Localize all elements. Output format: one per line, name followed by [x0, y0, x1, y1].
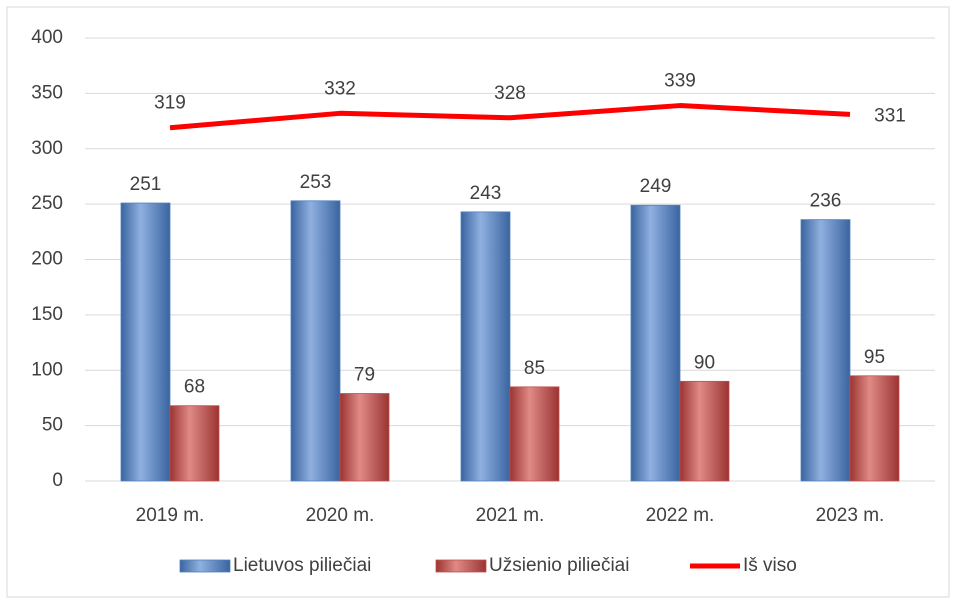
legend-swatch	[179, 559, 231, 573]
y-tick-label: 100	[31, 359, 63, 380]
data-label: 243	[470, 183, 502, 204]
data-label: 253	[300, 172, 332, 193]
bar	[339, 393, 390, 482]
x-tick-label: 2019 m.	[136, 505, 205, 526]
data-label: 249	[640, 176, 672, 197]
bar	[290, 200, 341, 482]
bar	[849, 375, 900, 482]
y-tick-label: 200	[31, 249, 63, 270]
data-label: 332	[324, 78, 356, 99]
y-tick-label: 400	[31, 27, 63, 48]
bar	[679, 380, 730, 482]
data-label: 85	[524, 358, 545, 379]
data-label: 319	[154, 93, 186, 114]
y-tick-label: 0	[52, 470, 63, 491]
legend-label: Iš viso	[743, 555, 797, 576]
data-label: 68	[184, 377, 205, 398]
y-tick-label: 300	[31, 138, 63, 159]
y-tick-label: 350	[31, 82, 63, 103]
x-tick-label: 2021 m.	[476, 505, 545, 526]
data-label: 236	[810, 191, 842, 212]
bar	[800, 219, 851, 482]
data-label: 251	[130, 174, 162, 195]
data-label: 90	[694, 352, 715, 373]
line	[169, 103, 851, 131]
y-tick-label: 250	[31, 193, 63, 214]
bar	[460, 211, 511, 482]
legend-swatch	[435, 559, 487, 573]
x-tick-label: 2020 m.	[306, 505, 375, 526]
data-label: 95	[864, 347, 885, 368]
data-label: 331	[874, 105, 906, 126]
bar	[630, 204, 681, 482]
legend-label: Lietuvos piliečiai	[233, 555, 371, 576]
bar	[120, 202, 171, 482]
bar	[509, 386, 560, 482]
y-tick-label: 50	[42, 415, 63, 436]
x-tick-label: 2022 m.	[646, 505, 715, 526]
y-tick-label: 150	[31, 304, 63, 325]
bar	[169, 405, 220, 482]
data-label: 339	[664, 71, 696, 92]
x-tick-label: 2023 m.	[816, 505, 885, 526]
data-label: 79	[354, 365, 375, 386]
data-label: 328	[494, 83, 526, 104]
chart-frame	[6, 6, 950, 598]
legend-label: Užsienio piliečiai	[489, 555, 629, 576]
